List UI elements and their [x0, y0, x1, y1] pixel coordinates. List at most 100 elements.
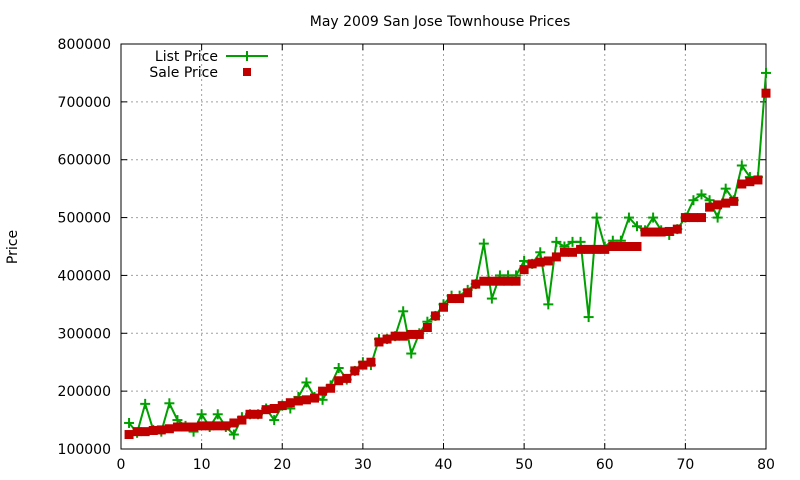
sale-price-point: [181, 422, 190, 432]
sale-price-point: [503, 276, 513, 286]
sale-price-point: [495, 276, 505, 286]
sale-price-point: [471, 279, 481, 289]
sale-price-point: [616, 242, 626, 251]
sale-price-point: [293, 396, 303, 406]
x-tick-label: 30: [354, 457, 372, 473]
list-price-point: [712, 212, 723, 223]
sale-price-point: [737, 179, 747, 189]
legend-marker-list-price: [242, 51, 252, 61]
sale-price-point: [366, 357, 376, 367]
list-price-point: [591, 212, 602, 223]
sale-price-point: [535, 257, 545, 267]
x-tick-label: 50: [515, 457, 533, 473]
list-price-point: [720, 183, 731, 194]
list-price-point: [736, 160, 747, 171]
sale-price-point: [342, 373, 352, 383]
sale-price-point: [576, 244, 586, 254]
list-price-point: [333, 363, 344, 373]
y-tick-label: 300000: [58, 326, 111, 342]
list-price-point: [761, 67, 771, 78]
list-price-point: [124, 417, 135, 428]
list-price-point: [519, 255, 530, 266]
sale-price-point: [713, 200, 723, 210]
list-price-point: [688, 195, 699, 206]
list-price-point: [486, 293, 497, 304]
sale-price-point: [559, 247, 569, 257]
sale-price-point: [592, 244, 602, 254]
x-tick-label: 40: [435, 457, 453, 473]
sale-price-point: [197, 421, 207, 431]
y-tick-label: 700000: [58, 95, 111, 111]
legend-label-sale-price: Sale Price: [149, 65, 218, 81]
sale-price-point: [551, 252, 561, 262]
list-price-point: [623, 212, 634, 223]
sale-price-point: [761, 88, 771, 98]
sale-price-point: [140, 427, 150, 437]
list-price-point: [196, 409, 207, 420]
y-tick-label: 100000: [58, 442, 111, 458]
list-price-point: [583, 312, 594, 323]
list-price-point: [648, 212, 659, 223]
sale-price-point: [172, 422, 182, 432]
sale-price-point: [543, 256, 553, 266]
sale-price-point: [463, 288, 473, 298]
legend-swatch-sale-price: [243, 68, 251, 76]
x-tick-label: 60: [596, 457, 614, 473]
list-price-point: [228, 429, 239, 440]
sale-price-point: [318, 386, 328, 396]
sale-price-point: [753, 175, 763, 185]
sale-price-point: [479, 276, 489, 286]
sale-price-point: [229, 418, 239, 428]
sale-price-point: [439, 302, 448, 312]
list-price-point: [543, 299, 554, 310]
list-price-point: [551, 236, 562, 247]
y-tick-label: 600000: [58, 153, 111, 169]
list-price-point: [317, 394, 328, 405]
sale-price-point: [664, 226, 674, 236]
sale-price-point: [253, 409, 263, 419]
sale-price-point: [648, 227, 658, 237]
sale-price-point: [721, 198, 731, 208]
list-price-point: [140, 398, 151, 409]
sale-price-point: [656, 227, 666, 237]
y-tick-label: 800000: [58, 37, 111, 53]
sale-price-point: [326, 383, 336, 393]
sale-price-point: [729, 196, 739, 206]
sale-price-point: [697, 213, 706, 223]
sale-price-point: [398, 331, 408, 341]
list-price-point: [632, 221, 642, 232]
sale-price-point: [455, 294, 465, 304]
sale-price-point: [527, 259, 537, 269]
sale-price-point: [390, 331, 400, 341]
y-tick-label: 200000: [58, 384, 111, 400]
sale-price-point: [269, 404, 279, 413]
sale-price-point: [277, 401, 287, 411]
sale-price-point: [237, 415, 247, 425]
sale-price-point: [382, 334, 392, 344]
sale-price-point: [148, 425, 158, 435]
sale-price-point: [680, 213, 690, 223]
sale-price-point: [430, 311, 440, 321]
sale-price-point: [156, 425, 166, 435]
sale-price-point: [600, 244, 610, 254]
sale-price-point: [640, 227, 650, 237]
x-tick-label: 80: [757, 457, 775, 473]
list-price-point: [406, 348, 417, 359]
sale-price-point: [632, 242, 642, 251]
list-price-point: [535, 247, 546, 258]
sale-price-point: [487, 276, 497, 286]
sale-price-point: [132, 427, 142, 437]
sale-price-point: [406, 329, 416, 339]
legend: List Price Sale Price: [149, 49, 268, 81]
sale-price-point: [221, 421, 231, 431]
sale-price-point: [334, 376, 344, 386]
sale-price-point: [745, 177, 755, 187]
sale-price-point: [624, 242, 634, 251]
series: [124, 67, 771, 440]
sale-price-point: [705, 202, 715, 212]
x-tick-label: 70: [676, 457, 694, 473]
sale-price-point: [301, 395, 311, 405]
sale-price-point: [608, 242, 618, 251]
